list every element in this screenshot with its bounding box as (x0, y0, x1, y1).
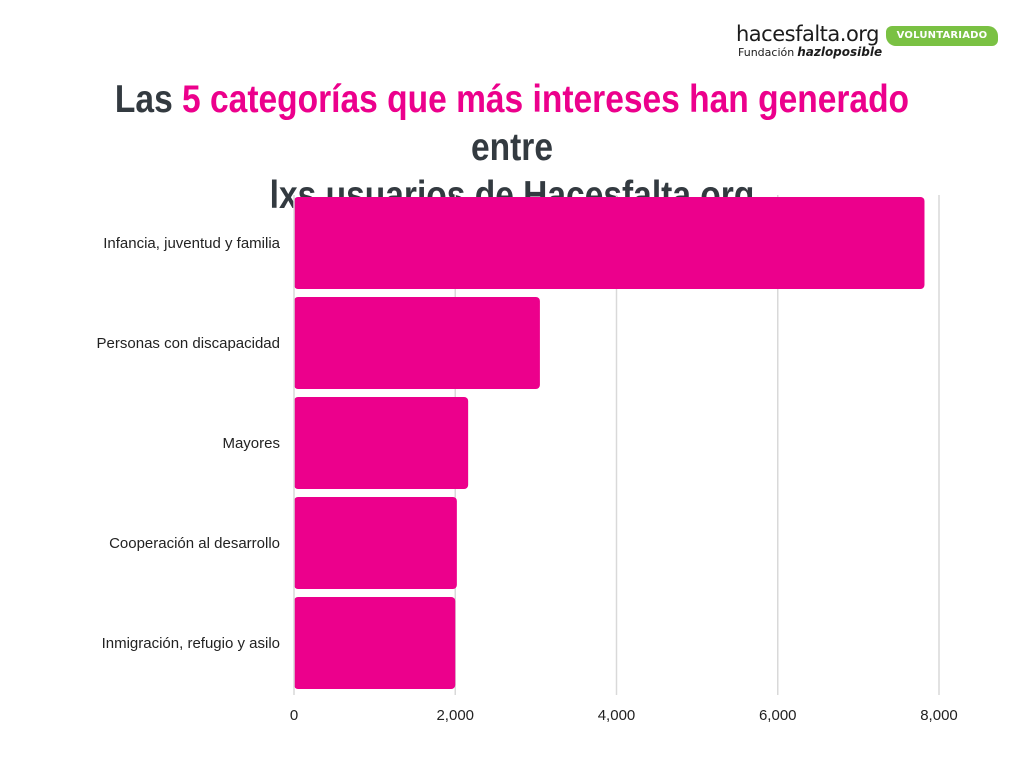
hacesfalta-logo: hacesfalta.org Fundación hazloposible VOL… (736, 22, 1006, 62)
title-part-1: Las (114, 78, 183, 121)
bar-0 (294, 197, 925, 289)
voluntariado-badge: VOLUNTARIADO (886, 26, 998, 46)
bar-2 (294, 397, 469, 489)
category-label-4: Inmigración, refugio y asilo (102, 635, 280, 652)
category-label-1: Personas con discapacidad (97, 335, 280, 352)
x-tick-label-0: 0 (290, 707, 298, 724)
category-label-2: Mayores (222, 435, 280, 452)
category-label-0: Infancia, juventud y familia (103, 235, 280, 252)
x-tick-label-3: 6,000 (759, 707, 797, 724)
x-tick-label-4: 8,000 (920, 707, 958, 724)
logo-subtitle-prefix: Fundación (738, 46, 795, 59)
x-tick-label-2: 4,000 (598, 707, 636, 724)
title-part-2: entre (470, 126, 554, 169)
category-label-3: Cooperación al desarrollo (109, 535, 280, 552)
bar-1 (294, 297, 540, 389)
logo-brand-text: hacesfalta.org (736, 22, 879, 46)
logo-subtitle: Fundación hazloposible (738, 45, 882, 59)
title-highlight: 5 categorías que más intereses han gener… (182, 78, 910, 121)
x-tick-label-1: 2,000 (436, 707, 474, 724)
bar-3 (294, 497, 457, 589)
chart-title-line-1: Las 5 categorías que más intereses han g… (89, 76, 935, 172)
bar-4 (294, 597, 456, 689)
logo-subtitle-strong: hazloposible (797, 45, 883, 59)
